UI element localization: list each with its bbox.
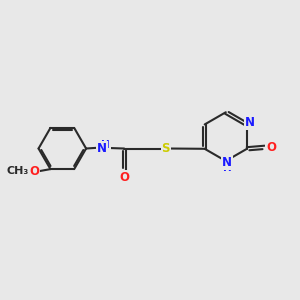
Text: N: N [245, 116, 255, 129]
Text: O: O [266, 141, 276, 154]
Text: H: H [223, 164, 232, 173]
Text: N: N [97, 142, 107, 155]
Text: CH₃: CH₃ [6, 166, 28, 176]
Text: S: S [161, 142, 170, 155]
Text: O: O [119, 171, 129, 184]
Text: H: H [101, 140, 110, 150]
Text: N: N [222, 156, 232, 169]
Text: O: O [29, 165, 39, 178]
